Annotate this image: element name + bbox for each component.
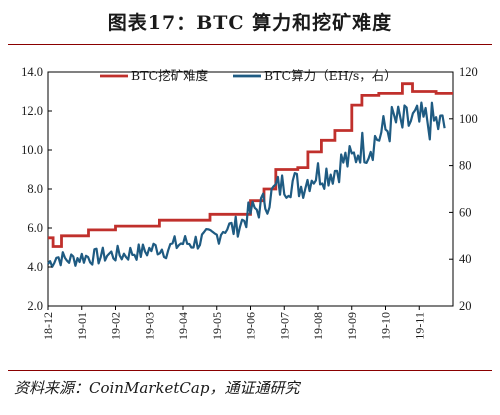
left-tick-label: 4.0 [27, 260, 43, 274]
difficulty-line [48, 82, 453, 248]
right-tick-label: 100 [459, 112, 478, 126]
right-tick-label: 80 [459, 159, 472, 173]
legend-label-difficulty: BTC挖矿难度 [131, 68, 209, 83]
difficulty-series [48, 82, 453, 248]
x-tick-label: 19-11 [412, 312, 426, 340]
x-tick-label: 19-05 [210, 312, 224, 340]
left-tick-label: 8.0 [27, 182, 43, 196]
source-note: 资料来源：CoinMarketCap，通证通研究 [14, 379, 300, 397]
x-tick-label: 19-08 [311, 312, 325, 340]
left-tick-label: 14.0 [21, 65, 43, 79]
x-tick-label: 19-09 [345, 312, 359, 340]
hashrate-line [47, 101, 446, 268]
legend-label-hashrate: BTC算力（EH/s，右） [264, 68, 397, 83]
title-rule [8, 44, 492, 45]
left-tick-label: 12.0 [21, 104, 43, 118]
figure-title: 图表17：BTC 算力和挖矿难度 [107, 12, 393, 34]
x-tick-label: 19-07 [277, 312, 291, 340]
right-axis-ticks: 20 40 60 80 100 120 [449, 65, 478, 313]
legend: BTC挖矿难度 BTC算力（EH/s，右） [100, 68, 397, 83]
hashrate-series [47, 101, 446, 268]
right-tick-label: 60 [459, 205, 472, 219]
left-tick-label: 2.0 [27, 299, 43, 313]
left-axis-ticks: 2.0 4.0 6.0 8.0 10.0 12.0 14.0 [21, 65, 52, 313]
x-tick-label: 19-04 [176, 312, 190, 340]
left-tick-label: 6.0 [27, 221, 43, 235]
x-tick-label: 18-12 [41, 312, 55, 340]
right-tick-label: 120 [459, 65, 478, 79]
x-axis-ticks: 18-12 19-01 19-02 19-03 19-04 19-05 19-06 19-07… [41, 306, 426, 340]
chart-area: 2.04.06.08.010.012.014.0 20406080100120 … [21, 65, 478, 340]
x-tick-label: 19-02 [109, 312, 123, 340]
x-tick-label: 19-01 [75, 312, 89, 340]
left-tick-label: 10.0 [21, 143, 43, 157]
x-tick-label: 19-03 [142, 312, 156, 340]
right-tick-label: 40 [459, 252, 472, 266]
x-tick-label: 19-10 [379, 312, 393, 340]
source-rule [8, 370, 492, 371]
x-tick-label: 19-06 [244, 312, 258, 340]
right-tick-label: 20 [459, 299, 472, 313]
